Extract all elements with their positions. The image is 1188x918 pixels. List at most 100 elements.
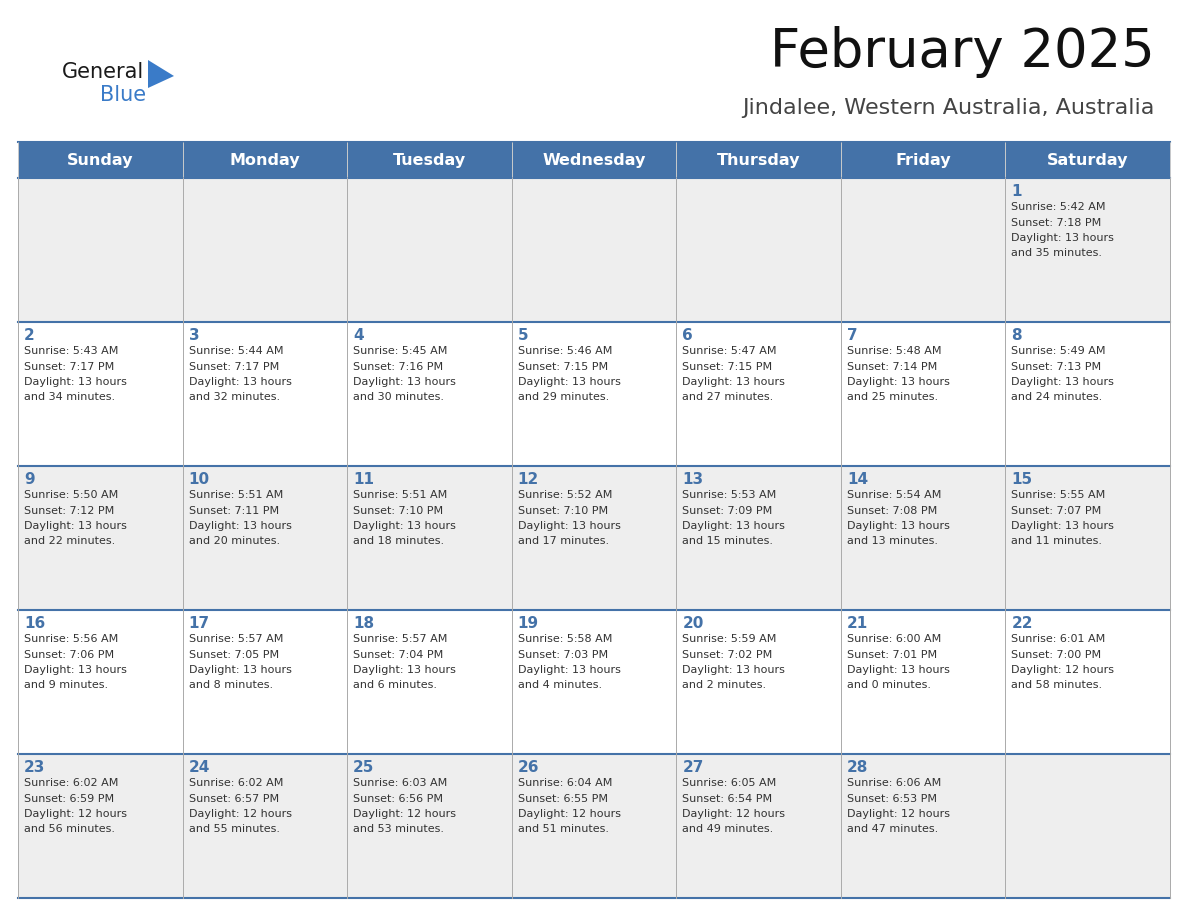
Bar [1005, 142, 1170, 178]
Bar [347, 322, 512, 466]
Bar [512, 754, 676, 898]
Text: Sunrise: 6:02 AM: Sunrise: 6:02 AM [24, 778, 119, 788]
Text: 1: 1 [1011, 184, 1022, 199]
Text: Daylight: 13 hours: Daylight: 13 hours [24, 665, 127, 675]
Text: Daylight: 13 hours: Daylight: 13 hours [189, 665, 291, 675]
Text: 24: 24 [189, 760, 210, 775]
Bar [18, 178, 183, 322]
Text: Sunset: 7:18 PM: Sunset: 7:18 PM [1011, 218, 1101, 228]
Text: Sunset: 7:14 PM: Sunset: 7:14 PM [847, 362, 937, 372]
Text: 7: 7 [847, 328, 858, 343]
Bar [676, 610, 841, 754]
Text: Daylight: 13 hours: Daylight: 13 hours [518, 377, 620, 387]
Text: Daylight: 13 hours: Daylight: 13 hours [189, 377, 291, 387]
Text: Daylight: 12 hours: Daylight: 12 hours [682, 809, 785, 819]
Text: Sunset: 7:01 PM: Sunset: 7:01 PM [847, 650, 937, 659]
Bar [841, 610, 1005, 754]
Text: Daylight: 13 hours: Daylight: 13 hours [682, 521, 785, 531]
Text: Sunrise: 5:46 AM: Sunrise: 5:46 AM [518, 346, 612, 356]
Bar [18, 466, 183, 610]
Text: Sunrise: 6:04 AM: Sunrise: 6:04 AM [518, 778, 612, 788]
Text: 5: 5 [518, 328, 529, 343]
Text: and 11 minutes.: and 11 minutes. [1011, 536, 1102, 546]
Text: Sunset: 6:53 PM: Sunset: 6:53 PM [847, 793, 937, 803]
Text: Sunset: 6:55 PM: Sunset: 6:55 PM [518, 793, 608, 803]
Text: and 35 minutes.: and 35 minutes. [1011, 249, 1102, 259]
Text: Jindalee, Western Australia, Australia: Jindalee, Western Australia, Australia [742, 98, 1155, 118]
Text: Sunset: 7:02 PM: Sunset: 7:02 PM [682, 650, 772, 659]
Text: Sunrise: 6:06 AM: Sunrise: 6:06 AM [847, 778, 941, 788]
Bar [512, 178, 676, 322]
Text: Sunset: 7:03 PM: Sunset: 7:03 PM [518, 650, 608, 659]
Bar [183, 754, 347, 898]
Text: Sunset: 7:17 PM: Sunset: 7:17 PM [189, 362, 279, 372]
Text: and 6 minutes.: and 6 minutes. [353, 680, 437, 690]
Text: Daylight: 13 hours: Daylight: 13 hours [682, 377, 785, 387]
Text: Friday: Friday [896, 152, 950, 167]
Text: Daylight: 13 hours: Daylight: 13 hours [847, 377, 949, 387]
Text: Sunrise: 5:51 AM: Sunrise: 5:51 AM [189, 490, 283, 500]
Bar [18, 142, 183, 178]
Bar [512, 610, 676, 754]
Text: 27: 27 [682, 760, 703, 775]
Text: 21: 21 [847, 616, 868, 631]
Text: Sunrise: 5:50 AM: Sunrise: 5:50 AM [24, 490, 119, 500]
Text: 23: 23 [24, 760, 45, 775]
Bar [347, 754, 512, 898]
Text: Monday: Monday [229, 152, 301, 167]
Text: Daylight: 13 hours: Daylight: 13 hours [24, 377, 127, 387]
Text: 10: 10 [189, 472, 210, 487]
Text: Sunrise: 5:57 AM: Sunrise: 5:57 AM [189, 634, 283, 644]
Text: Daylight: 13 hours: Daylight: 13 hours [353, 521, 456, 531]
Text: 25: 25 [353, 760, 374, 775]
Text: 6: 6 [682, 328, 693, 343]
Bar [18, 322, 183, 466]
Text: Sunset: 7:11 PM: Sunset: 7:11 PM [189, 506, 279, 516]
Text: Daylight: 13 hours: Daylight: 13 hours [24, 521, 127, 531]
Text: Daylight: 13 hours: Daylight: 13 hours [518, 521, 620, 531]
Text: 18: 18 [353, 616, 374, 631]
Text: and 56 minutes.: and 56 minutes. [24, 824, 115, 834]
Text: and 4 minutes.: and 4 minutes. [518, 680, 602, 690]
Text: Sunset: 7:04 PM: Sunset: 7:04 PM [353, 650, 443, 659]
Text: and 24 minutes.: and 24 minutes. [1011, 393, 1102, 402]
Bar [676, 322, 841, 466]
Bar [841, 466, 1005, 610]
Text: 16: 16 [24, 616, 45, 631]
Text: Sunrise: 5:55 AM: Sunrise: 5:55 AM [1011, 490, 1106, 500]
Text: Sunset: 7:08 PM: Sunset: 7:08 PM [847, 506, 937, 516]
Text: 15: 15 [1011, 472, 1032, 487]
Text: Daylight: 13 hours: Daylight: 13 hours [353, 377, 456, 387]
Bar [18, 754, 183, 898]
Text: 3: 3 [189, 328, 200, 343]
Bar [512, 322, 676, 466]
Text: Sunrise: 6:01 AM: Sunrise: 6:01 AM [1011, 634, 1106, 644]
Text: and 13 minutes.: and 13 minutes. [847, 536, 937, 546]
Text: Sunset: 6:57 PM: Sunset: 6:57 PM [189, 793, 279, 803]
Text: 28: 28 [847, 760, 868, 775]
Text: Daylight: 12 hours: Daylight: 12 hours [24, 809, 127, 819]
Text: Sunrise: 5:43 AM: Sunrise: 5:43 AM [24, 346, 119, 356]
Text: 11: 11 [353, 472, 374, 487]
Text: and 9 minutes.: and 9 minutes. [24, 680, 108, 690]
Text: Sunset: 7:15 PM: Sunset: 7:15 PM [518, 362, 608, 372]
Text: 20: 20 [682, 616, 703, 631]
Text: Sunset: 7:15 PM: Sunset: 7:15 PM [682, 362, 772, 372]
Text: Daylight: 12 hours: Daylight: 12 hours [353, 809, 456, 819]
Text: Daylight: 13 hours: Daylight: 13 hours [189, 521, 291, 531]
Text: Sunset: 7:16 PM: Sunset: 7:16 PM [353, 362, 443, 372]
Text: Sunrise: 5:45 AM: Sunrise: 5:45 AM [353, 346, 448, 356]
Text: and 47 minutes.: and 47 minutes. [847, 824, 939, 834]
Bar [841, 142, 1005, 178]
Text: Sunset: 7:07 PM: Sunset: 7:07 PM [1011, 506, 1101, 516]
Bar [1005, 322, 1170, 466]
Text: Sunset: 7:10 PM: Sunset: 7:10 PM [518, 506, 608, 516]
Text: General: General [62, 62, 144, 82]
Text: Sunrise: 5:56 AM: Sunrise: 5:56 AM [24, 634, 119, 644]
Text: 22: 22 [1011, 616, 1032, 631]
Text: Sunset: 7:00 PM: Sunset: 7:00 PM [1011, 650, 1101, 659]
Bar [676, 178, 841, 322]
Text: 4: 4 [353, 328, 364, 343]
Text: Sunrise: 5:58 AM: Sunrise: 5:58 AM [518, 634, 612, 644]
Text: Sunrise: 5:49 AM: Sunrise: 5:49 AM [1011, 346, 1106, 356]
